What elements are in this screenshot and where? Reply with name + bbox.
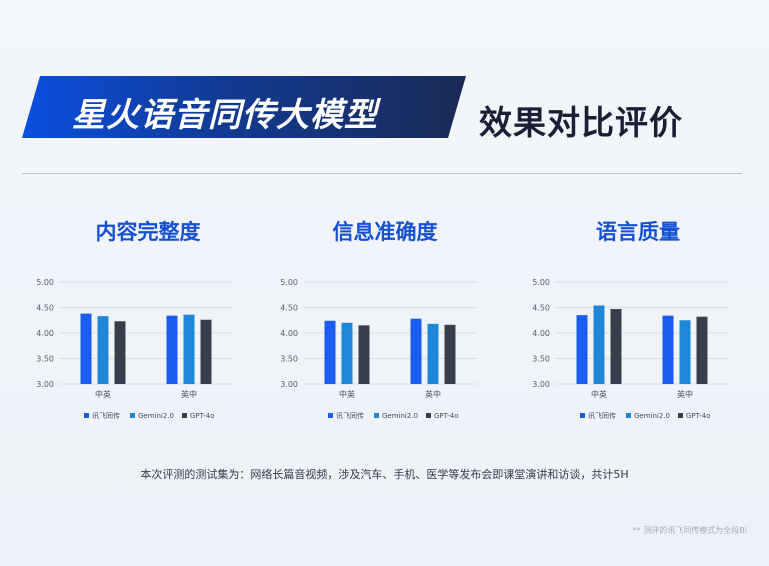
bar bbox=[427, 323, 439, 384]
y-tick-label: 5.00 bbox=[280, 278, 298, 287]
y-tick-label: 4.50 bbox=[36, 304, 54, 313]
y-tick-label: 3.00 bbox=[280, 380, 298, 389]
bar bbox=[576, 315, 588, 384]
y-tick-label: 4.00 bbox=[532, 329, 550, 338]
legend-label: GPT-4o bbox=[190, 412, 215, 420]
bar bbox=[80, 313, 92, 384]
divider bbox=[22, 173, 742, 174]
y-tick-label: 3.50 bbox=[532, 355, 550, 364]
bar bbox=[679, 320, 691, 384]
x-tick-label: 中英 bbox=[339, 389, 355, 399]
x-tick-label: 中英 bbox=[591, 389, 607, 399]
y-tick-label: 4.50 bbox=[532, 304, 550, 313]
y-tick-label: 3.50 bbox=[280, 355, 298, 364]
legend-swatch bbox=[130, 413, 135, 418]
legend-label: Gemini2.0 bbox=[382, 412, 418, 420]
legend-label: 讯飞同传 bbox=[336, 411, 364, 420]
x-tick-label: 中英 bbox=[95, 389, 111, 399]
chart-title-accuracy: 信息准确度 bbox=[332, 220, 438, 244]
bar bbox=[358, 325, 370, 384]
legend-label: 讯飞同传 bbox=[92, 411, 120, 420]
bar bbox=[662, 315, 674, 384]
legend-swatch bbox=[580, 413, 585, 418]
bar bbox=[593, 305, 605, 384]
chart-title-quality: 语言质量 bbox=[596, 220, 680, 244]
x-tick-label: 英中 bbox=[677, 389, 693, 399]
legend-label: Gemini2.0 bbox=[138, 412, 174, 420]
bar bbox=[610, 309, 622, 384]
legend-swatch bbox=[426, 413, 431, 418]
bar bbox=[114, 321, 126, 384]
legend-swatch bbox=[374, 413, 379, 418]
legend-swatch bbox=[678, 413, 683, 418]
legend-swatch bbox=[626, 413, 631, 418]
y-tick-label: 4.50 bbox=[280, 304, 298, 313]
title-banner bbox=[22, 76, 466, 138]
model-mode-note: ** 测评的讯飞同传模式为全段Bi bbox=[632, 526, 747, 535]
test-set-footnote: 本次评测的测试集为：网络长篇音视频，涉及汽车、手机、医学等发布会即课堂演讲和访谈… bbox=[140, 468, 629, 481]
legend-label: GPT-4o bbox=[434, 412, 459, 420]
y-tick-label: 3.50 bbox=[36, 355, 54, 364]
y-tick-label: 5.00 bbox=[532, 278, 550, 287]
bar bbox=[444, 324, 456, 384]
legend-swatch bbox=[328, 413, 333, 418]
y-tick-label: 3.00 bbox=[36, 380, 54, 389]
bar bbox=[410, 318, 422, 384]
banner-title: 星火语音同传大模型 bbox=[72, 95, 378, 134]
bar bbox=[183, 314, 195, 384]
bar bbox=[324, 320, 336, 384]
chart-title-completeness: 内容完整度 bbox=[95, 220, 201, 244]
bar bbox=[341, 322, 353, 384]
bar bbox=[696, 316, 708, 384]
legend-swatch bbox=[84, 413, 89, 418]
legend-label: GPT-4o bbox=[686, 412, 711, 420]
y-tick-label: 3.00 bbox=[532, 380, 550, 389]
y-tick-label: 4.00 bbox=[280, 329, 298, 338]
page-title: 效果对比评价 bbox=[479, 103, 683, 142]
y-tick-label: 4.00 bbox=[36, 329, 54, 338]
y-tick-label: 5.00 bbox=[36, 278, 54, 287]
bar bbox=[97, 316, 109, 384]
bar bbox=[200, 319, 212, 384]
legend-label: 讯飞同传 bbox=[588, 411, 616, 420]
x-tick-label: 英中 bbox=[425, 389, 441, 399]
bar bbox=[166, 315, 178, 384]
x-tick-label: 英中 bbox=[181, 389, 197, 399]
legend-swatch bbox=[182, 413, 187, 418]
legend-label: Gemini2.0 bbox=[634, 412, 670, 420]
